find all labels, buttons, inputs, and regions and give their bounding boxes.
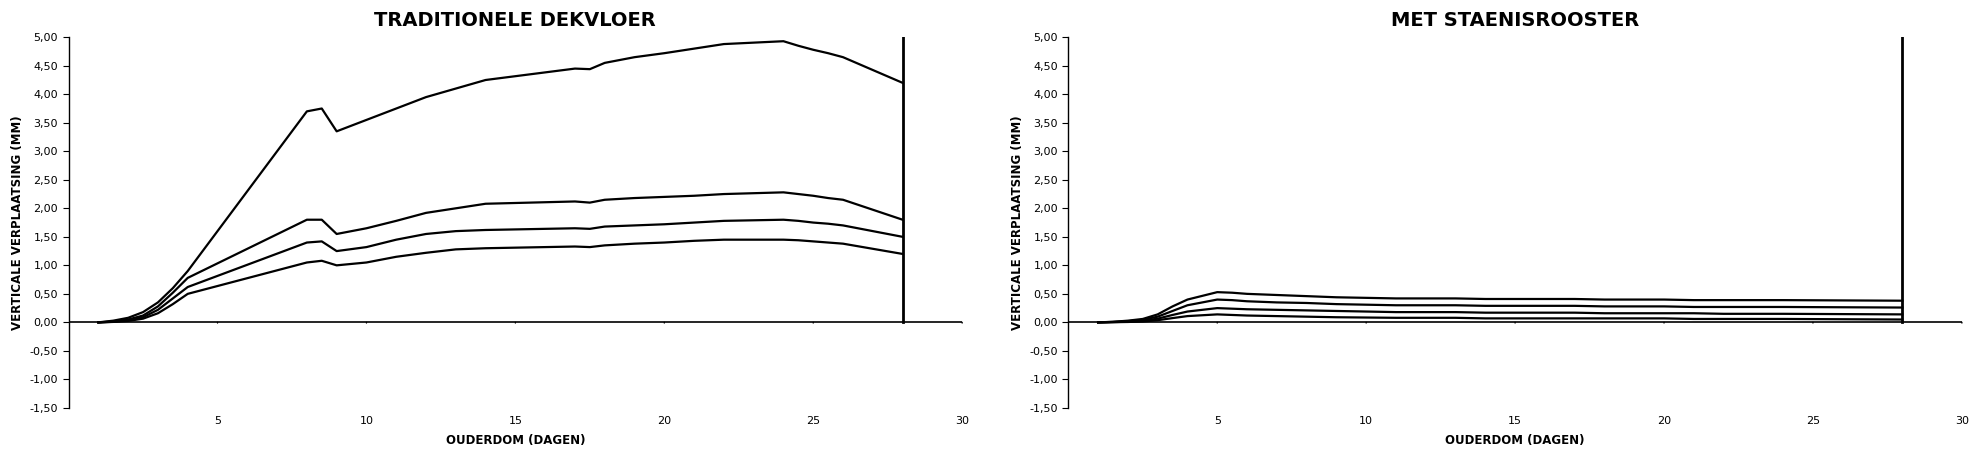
Title: TRADITIONELE DEKVLOER: TRADITIONELE DEKVLOER — [374, 11, 655, 30]
X-axis label: OUDERDOM (DAGEN): OUDERDOM (DAGEN) — [446, 434, 586, 447]
Y-axis label: VERTICALE VERPLAATSING (MM): VERTICALE VERPLAATSING (MM) — [12, 115, 24, 330]
Title: MET STAENISROOSTER: MET STAENISROOSTER — [1392, 11, 1639, 30]
Y-axis label: VERTICALE VERPLAATSING (MM): VERTICALE VERPLAATSING (MM) — [1012, 115, 1024, 330]
X-axis label: OUDERDOM (DAGEN): OUDERDOM (DAGEN) — [1445, 434, 1584, 447]
